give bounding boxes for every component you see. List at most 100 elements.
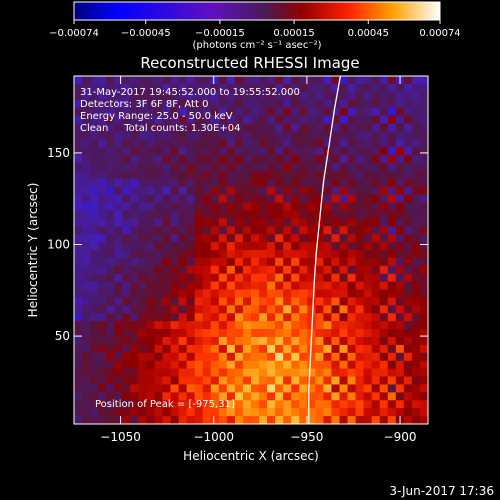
heatmap-cell	[194, 352, 204, 362]
heatmap-cell	[114, 163, 123, 172]
heatmap-cell	[403, 400, 413, 409]
heatmap-cell	[130, 273, 139, 282]
heatmap-cell	[130, 352, 139, 362]
heatmap-cell	[186, 400, 195, 409]
heatmap-cell	[146, 368, 155, 377]
heatmap-cell	[299, 321, 308, 330]
heatmap-cell	[130, 83, 139, 93]
heatmap-cell	[267, 265, 276, 275]
heatmap-cell	[218, 139, 228, 148]
heatmap-cell	[74, 297, 83, 306]
heatmap-cell	[267, 242, 276, 251]
heatmap-cell	[379, 289, 389, 298]
heatmap-cell	[178, 218, 187, 227]
heatmap-cell	[90, 170, 99, 180]
heatmap-cell	[186, 155, 195, 164]
heatmap-cell	[259, 384, 268, 393]
heatmap-cell	[267, 289, 276, 298]
heatmap-cell	[154, 202, 163, 211]
heatmap-cell	[371, 139, 381, 148]
heatmap-cell	[82, 297, 91, 306]
heatmap-cell	[275, 321, 284, 330]
heatmap-cell	[411, 297, 421, 306]
heatmap-cell	[210, 392, 220, 401]
heatmap-cell	[291, 202, 300, 211]
heatmap-cell	[202, 392, 212, 401]
heatmap-cell	[82, 107, 91, 116]
heatmap-cell	[114, 170, 123, 180]
heatmap-cell	[114, 321, 123, 330]
heatmap-cell	[98, 392, 107, 401]
heatmap-cell	[170, 163, 179, 172]
heatmap-cell	[138, 210, 147, 219]
heatmap-cell	[339, 170, 348, 180]
heatmap-cell	[267, 178, 276, 188]
heatmap-cell	[194, 313, 204, 322]
heatmap-cell	[355, 257, 364, 267]
heatmap-cell	[363, 76, 372, 85]
heatmap-cell	[379, 147, 389, 156]
heatmap-cell	[98, 289, 107, 298]
heatmap-cell	[347, 416, 356, 424]
heatmap-cell	[347, 352, 356, 362]
heatmap-cell	[355, 218, 364, 227]
heatmap-cell	[170, 289, 179, 298]
heatmap-cell	[98, 416, 107, 424]
heatmap-cell	[210, 376, 220, 385]
heatmap-cell	[403, 210, 413, 219]
heatmap-cell	[371, 218, 381, 227]
heatmap-cell	[339, 91, 348, 101]
heatmap-cell	[178, 257, 187, 267]
heatmap-cell	[202, 321, 212, 330]
heatmap-cell	[170, 107, 179, 116]
heatmap-cell	[363, 115, 372, 124]
heatmap-cell	[251, 408, 260, 417]
heatmap-cell	[122, 107, 131, 116]
heatmap-cell	[138, 337, 147, 346]
heatmap-cell	[251, 273, 260, 282]
heatmap-cell	[275, 368, 284, 377]
heatmap-cell	[283, 344, 292, 354]
heatmap-cell	[162, 83, 171, 93]
heatmap-cell	[251, 329, 260, 338]
heatmap-cell	[90, 107, 99, 116]
heatmap-cell	[186, 329, 195, 338]
heatmap-cell	[74, 202, 83, 211]
heatmap-cell	[411, 376, 421, 385]
heatmap-cell	[106, 250, 115, 259]
heatmap-cell	[307, 115, 316, 124]
heatmap-cell	[186, 321, 195, 330]
heatmap-cell	[379, 76, 389, 85]
heatmap-cell	[162, 360, 171, 369]
heatmap-cell	[114, 384, 123, 393]
heatmap-cell	[82, 163, 91, 172]
heatmap-cell	[82, 91, 91, 101]
heatmap-cell	[331, 265, 340, 275]
heatmap-cell	[226, 115, 236, 124]
heatmap-cell	[82, 305, 91, 314]
heatmap-cell	[194, 131, 204, 140]
heatmap-cell	[347, 297, 356, 306]
heatmap-cell	[387, 234, 397, 243]
heatmap-cell	[114, 210, 123, 219]
heatmap-cell	[379, 305, 389, 314]
heatmap-cell	[138, 368, 147, 377]
heatmap-cell	[114, 202, 123, 211]
heatmap-cell	[226, 289, 236, 298]
heatmap-cell	[242, 344, 252, 354]
heatmap-cell	[323, 163, 332, 172]
heatmap-cell	[130, 226, 139, 235]
heatmap-cell	[323, 202, 332, 211]
heatmap-cell	[130, 194, 139, 203]
heatmap-cell	[379, 242, 389, 251]
heatmap-cell	[242, 360, 252, 369]
heatmap-cell	[355, 273, 364, 282]
heatmap-cell	[106, 76, 115, 85]
heatmap-cell	[267, 147, 276, 156]
heatmap-cell	[275, 289, 284, 298]
heatmap-cell	[194, 139, 204, 148]
heatmap-cell	[291, 218, 300, 227]
heatmap-cell	[347, 123, 356, 132]
heatmap-cell	[371, 234, 381, 243]
heatmap-cell	[363, 337, 372, 346]
